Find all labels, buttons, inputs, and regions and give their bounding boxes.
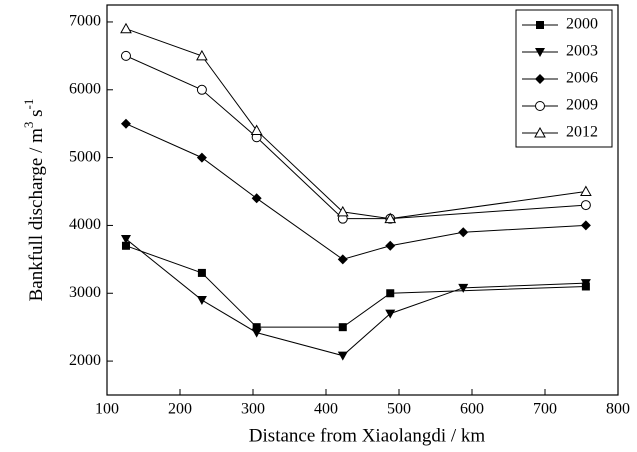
marker xyxy=(385,309,396,319)
legend-label: 2003 xyxy=(566,43,598,60)
x-tick-label: 200 xyxy=(168,401,192,418)
marker xyxy=(197,268,206,277)
marker xyxy=(251,328,262,338)
marker xyxy=(535,101,545,111)
x-tick-label: 500 xyxy=(387,401,411,418)
legend-label: 2006 xyxy=(566,70,598,87)
x-tick-label: 300 xyxy=(241,401,265,418)
legend-label: 2009 xyxy=(566,97,598,114)
marker xyxy=(120,22,132,34)
marker xyxy=(580,220,591,231)
series-line xyxy=(125,245,586,328)
y-label-text: s xyxy=(26,109,47,121)
marker xyxy=(535,48,545,57)
series-line xyxy=(125,238,586,357)
y-tick-label: 6000 xyxy=(69,80,101,97)
x-axis-label: Distance from Xiaolangdi / km xyxy=(249,425,486,446)
marker xyxy=(337,254,348,265)
marker xyxy=(196,152,207,163)
marker xyxy=(385,240,396,251)
y-tick-label: 2000 xyxy=(69,352,101,369)
y-tick-label: 3000 xyxy=(69,284,101,301)
series-line xyxy=(125,55,586,220)
plot-frame xyxy=(106,4,619,396)
marker xyxy=(580,200,591,211)
x-tick-label: 600 xyxy=(460,401,484,418)
y-tick-label: 4000 xyxy=(69,216,101,233)
legend-label: 2012 xyxy=(566,124,598,141)
marker xyxy=(386,289,395,298)
marker xyxy=(580,185,592,197)
marker xyxy=(196,296,207,306)
marker xyxy=(120,118,131,129)
marker xyxy=(534,126,546,138)
legend-label: 2000 xyxy=(566,16,598,33)
marker xyxy=(536,21,544,29)
marker xyxy=(196,84,207,95)
marker xyxy=(252,323,261,332)
y-label-text: Bankfull discharge / m xyxy=(26,128,47,301)
y-label-sup: 3 xyxy=(21,122,36,129)
marker xyxy=(458,227,469,238)
marker xyxy=(580,279,591,289)
marker xyxy=(121,241,130,250)
x-tick-label: 100 xyxy=(95,401,119,418)
marker xyxy=(384,212,397,224)
marker xyxy=(196,49,208,61)
marker xyxy=(250,124,263,135)
y-tick-label: 7000 xyxy=(69,13,101,30)
marker xyxy=(535,74,545,84)
x-tick-label: 400 xyxy=(314,401,338,418)
marker xyxy=(251,193,262,204)
marker xyxy=(337,351,348,361)
marker xyxy=(338,323,347,332)
y-label-sup: -1 xyxy=(21,99,36,110)
x-tick-label: 800 xyxy=(606,401,630,418)
series-line xyxy=(125,28,586,220)
marker xyxy=(458,283,469,293)
y-tick-label: 5000 xyxy=(69,148,101,165)
x-tick-label: 700 xyxy=(533,401,557,418)
marker xyxy=(336,205,349,217)
y-axis-label: Bankfull discharge / m3 s-1 xyxy=(21,99,47,302)
marker xyxy=(120,235,131,244)
marker xyxy=(120,50,131,61)
